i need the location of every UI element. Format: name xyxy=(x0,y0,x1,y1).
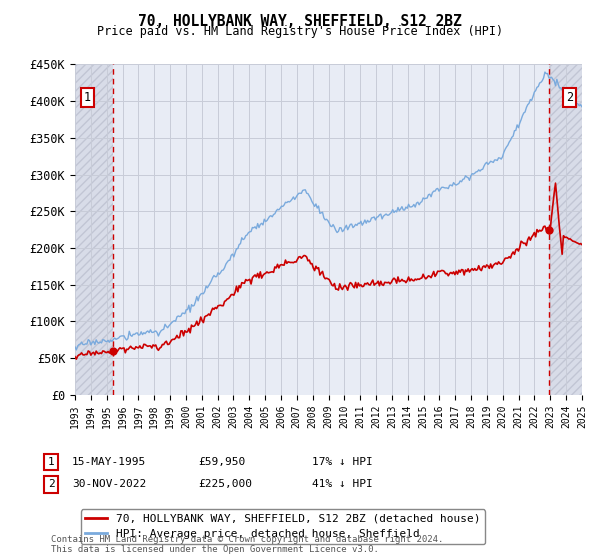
Text: 17% ↓ HPI: 17% ↓ HPI xyxy=(312,457,373,467)
Text: Price paid vs. HM Land Registry's House Price Index (HPI): Price paid vs. HM Land Registry's House … xyxy=(97,25,503,38)
Text: £59,950: £59,950 xyxy=(198,457,245,467)
Bar xyxy=(75,64,113,395)
Text: 30-NOV-2022: 30-NOV-2022 xyxy=(72,479,146,489)
Legend: 70, HOLLYBANK WAY, SHEFFIELD, S12 2BZ (detached house), HPI: Average price, deta: 70, HOLLYBANK WAY, SHEFFIELD, S12 2BZ (d… xyxy=(80,510,485,544)
Bar xyxy=(549,64,582,395)
Text: £225,000: £225,000 xyxy=(198,479,252,489)
Text: 70, HOLLYBANK WAY, SHEFFIELD, S12 2BZ: 70, HOLLYBANK WAY, SHEFFIELD, S12 2BZ xyxy=(138,14,462,29)
Text: 2: 2 xyxy=(47,479,55,489)
Text: 2: 2 xyxy=(566,91,573,104)
Text: Contains HM Land Registry data © Crown copyright and database right 2024.
This d: Contains HM Land Registry data © Crown c… xyxy=(51,535,443,554)
Text: 41% ↓ HPI: 41% ↓ HPI xyxy=(312,479,373,489)
Text: 1: 1 xyxy=(84,91,91,104)
Bar xyxy=(75,64,113,395)
Text: 1: 1 xyxy=(47,457,55,467)
Bar xyxy=(549,64,582,395)
Text: 15-MAY-1995: 15-MAY-1995 xyxy=(72,457,146,467)
Bar xyxy=(113,64,549,395)
